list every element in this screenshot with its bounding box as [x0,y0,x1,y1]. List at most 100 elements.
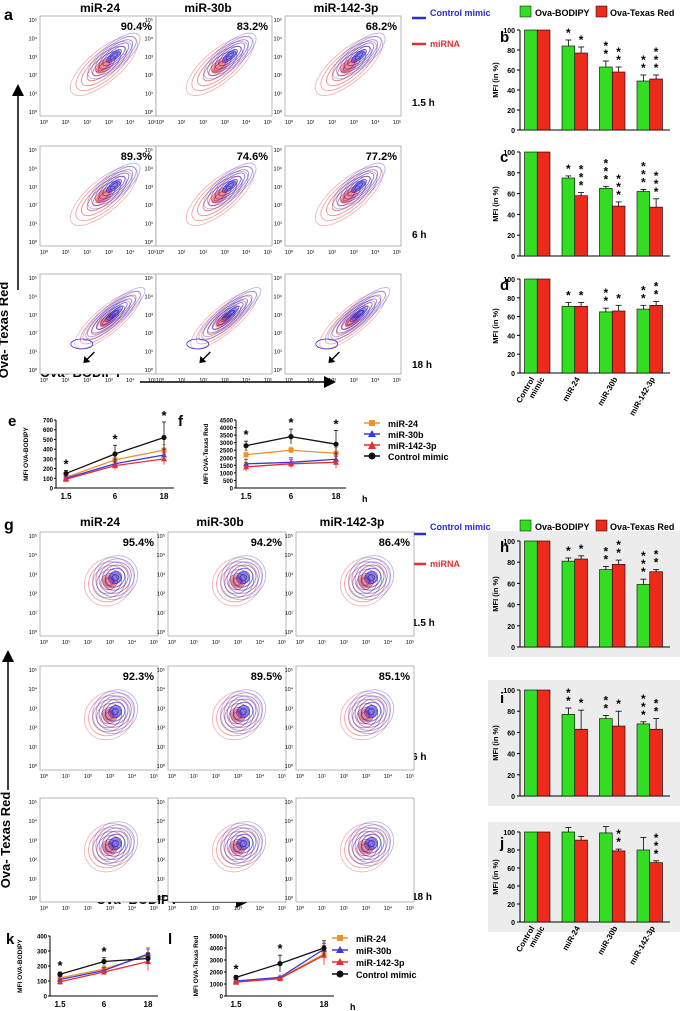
bar-star-c-red-2: * [616,188,621,202]
flow-g-r0-c0-ytick: 10⁰ [29,629,38,636]
bar-i-red-1 [574,728,588,797]
bar-ytick-label-c: 0 [511,254,515,261]
flow-a-r0-c2-control-contour-core [352,50,366,62]
line-point-k-2-0 [57,978,63,985]
flow-a-r1-c1-xtick: 10³ [221,250,229,256]
flow-a-r0-c1-control-contour-ring [207,35,253,77]
flow-a-r0-c1-xtick: 10⁰ [156,119,165,126]
flow-a-r0-c2-xtick: 10⁴ [371,119,380,126]
bar-star-h-green-3: * [641,549,646,563]
flow-g-r0-c2-percent: 86.4% [379,537,410,549]
flow-a-r2-c1-ytick: 10⁴ [145,293,154,300]
bar-h-green-3 [636,584,651,648]
flow-g-r2-c1-xtick: 10⁵ [278,905,286,912]
flow-g-r1-c1-ytick: 10¹ [157,745,165,751]
bar-h-red-0 [536,540,551,648]
bar-star-d-red-3: * [654,288,659,302]
flow-a-r0-c2-ytick: 10⁰ [274,109,283,116]
bar-star-j-red-3: * [654,839,659,853]
bar-j-red-1 [574,839,588,923]
line-ytick-label-l: 0 [220,995,224,1001]
bar-ytick-label-d: 0 [511,371,515,378]
line-ytick-label-k: 200 [37,965,48,971]
flow-a-r1-c1-mirna-contour-ring [191,170,249,222]
flow-a-r1-c1-control-contour [203,162,257,210]
bar-star-j-red-3: * [654,831,659,845]
bar-ytick-label-c: 40 [507,212,515,219]
flow-g-r1-c0-xtick: 10⁵ [150,773,158,780]
bar-ytick-label-d: 20 [507,352,515,359]
flow-g-r1-c2-xtick: 10² [340,774,348,780]
flow-a-r0-c0-xtick: 10⁴ [126,119,135,126]
time-label-g-2: 6 h [412,752,426,763]
line-ytick-label-l: 3000 [210,959,224,965]
flow-g-r1-c1-ytick: 10³ [157,706,165,712]
flow-g-r0-c0-xtick: 10⁰ [40,639,49,646]
bar-star-i-green-3: * [641,708,646,722]
legend-control-a: Control mimic [430,8,491,18]
bar-ytick-label-i: 20 [507,773,515,780]
flow-a-r2-c0-ytick: 10⁰ [29,367,38,374]
flow-a-r0-c1-control-contour-ring [210,39,249,73]
bar-c-red-3 [649,206,663,257]
flow-a-r1-c2-control-contour-core [352,180,366,192]
flow-g-r0-c1-ytick: 10² [157,592,165,598]
line-point-f-3-0 [243,443,249,449]
flow-a-r1-c0-mirna-contour-ring [75,170,133,222]
line-point-l-2-1 [277,975,283,982]
flow-ylabel-g: Ova- Texas Red [0,792,13,889]
line-legend-bottom-1: miR-30b [356,946,392,956]
bar-star-h-red-2: * [616,546,621,560]
flow-a-r0-c2-xtick: 10² [328,120,336,126]
flow-legend-g: Control mimic miRNA [412,522,491,569]
line-point-f-3-1 [288,434,294,440]
bar-c-red-1 [574,195,588,257]
flow-g-r0-c0-control-contour [92,555,139,601]
bar-ytick-label-d: 80 [507,296,515,303]
line-legend-top-3: Control mimic [388,452,449,462]
flow-legend-a: Control mimic miRNA [412,8,491,49]
flow-a-r1-c0-xtick: 10³ [105,250,113,256]
bar-ytick-label-h: 60 [507,581,515,588]
column-label-g-mir142: miR-142-3p [320,515,385,529]
bar-star-c-green-2: * [604,156,609,170]
bar-ylabel-h: MFI (in %) [491,576,500,612]
line-point-k-3-2 [145,955,151,962]
flow-a-r2-c2-xtick: 10³ [350,378,358,384]
bar-star-b-green-1: * [566,26,571,40]
bar-star-c-green-1: * [566,162,571,176]
bar-ytick-label-b: 80 [507,48,515,55]
flow-a-r2-c2-xtick: 10⁴ [371,377,380,384]
flow-a-r2-c1-ytick: 10¹ [145,350,153,356]
bar-ytick-label-j: 80 [507,848,515,855]
line-legend-bottom-0: miR-24 [356,934,386,944]
flow-a-r2-c0-xtick: 10⁵ [148,377,156,384]
bar-ytick-label-i: 100 [503,688,515,695]
line-xtick-label-l: 18 [320,1000,329,1009]
bar-b-red-3 [649,78,663,131]
flow-g-r0-c1-mirna-contour-ring [211,557,263,607]
bar-legend-green-bottom: Ova-BODIPY [535,522,590,532]
flow-a-r0-c1-xtick: 10¹ [178,120,186,126]
flow-g-r1-c0-frame [39,665,159,771]
flow-g-r2-c0-control-contour-ring [95,824,135,863]
line-xlabel-l: h [350,1002,356,1011]
flow-a-r0-c0-xtick: 10² [83,120,91,126]
flow-a-r0-c1-xtick: 10² [199,120,207,126]
flow-g-r2-c2-xtick: 10⁴ [384,905,393,912]
flow-g-r0-c2-xtick: 10² [340,640,348,646]
flow-g-r2-c1-control-contour-ring [226,827,260,860]
line-star-e-1: * [112,431,118,446]
bar-h-red-2 [611,564,626,648]
flow-g-r1-c0-xtick: 10⁰ [40,773,49,780]
line-ytick-label-l: 4000 [210,947,224,953]
bar-ytick-label-c: 20 [507,233,515,240]
flow-a-r0-c0-xtick: 10¹ [62,120,70,126]
bar-star-d-red-3: * [654,280,659,294]
bar-panel-letter-b: b [500,29,509,46]
bar-i-red-0 [536,689,551,797]
